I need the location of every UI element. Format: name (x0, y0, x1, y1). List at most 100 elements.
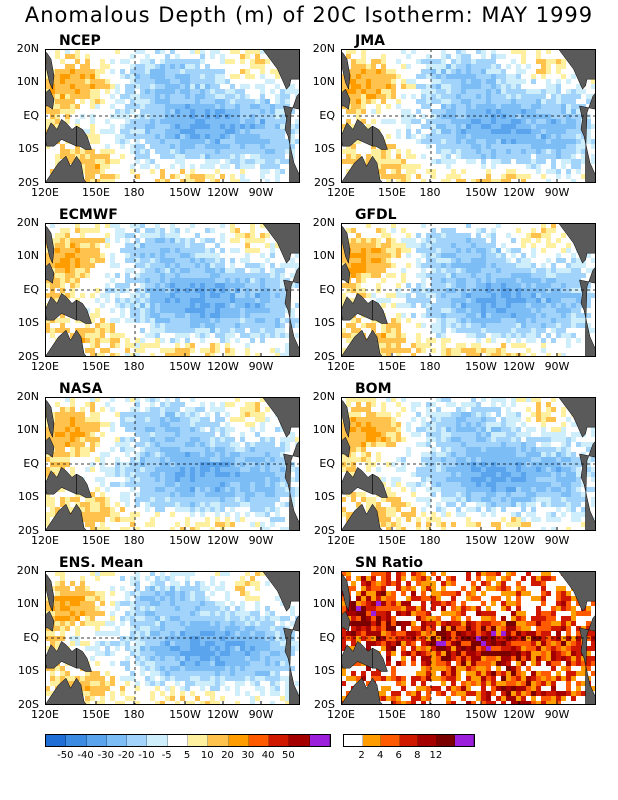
heatmap-cell (546, 144, 551, 149)
heatmap-cell (260, 159, 265, 164)
heatmap-cell (215, 139, 220, 144)
heatmap-cell (200, 89, 205, 94)
heatmap-cell (165, 502, 170, 507)
heatmap-cell (456, 313, 461, 318)
heatmap-cell (426, 253, 431, 258)
heatmap-cell (526, 308, 531, 313)
heatmap-cell (351, 243, 356, 248)
heatmap-cell (290, 437, 295, 442)
heatmap-cell (536, 54, 541, 59)
heatmap-cell (245, 179, 250, 183)
heatmap-cell (361, 273, 366, 278)
heatmap-cell (451, 258, 456, 263)
heatmap-cell (125, 94, 130, 99)
heatmap-cell (501, 273, 506, 278)
heatmap-cell (95, 238, 100, 243)
heatmap-cell (45, 74, 50, 79)
heatmap-cell (200, 502, 205, 507)
heatmap-cell (255, 54, 260, 59)
heatmap-cell (225, 467, 230, 472)
heatmap-cell (185, 273, 190, 278)
heatmap-cell (270, 298, 275, 303)
heatmap-cell (571, 139, 576, 144)
heatmap-cell (205, 104, 210, 109)
heatmap-cell (566, 99, 571, 104)
heatmap-cell (531, 139, 536, 144)
heatmap-cell (135, 99, 140, 104)
heatmap-cell (476, 273, 481, 278)
heatmap-cell (80, 338, 85, 343)
heatmap-cell (180, 298, 185, 303)
heatmap-cell (210, 258, 215, 263)
heatmap-cell (140, 318, 145, 323)
heatmap-cell (351, 298, 356, 303)
heatmap-cell (90, 412, 95, 417)
heatmap-cell (265, 442, 270, 447)
heatmap-cell (275, 164, 280, 169)
heatmap-cell (471, 179, 476, 183)
heatmap-cell (546, 109, 551, 114)
heatmap-cell (270, 497, 275, 502)
heatmap-cell (175, 99, 180, 104)
heatmap-cell (556, 253, 561, 258)
heatmap-cell (426, 298, 431, 303)
heatmap-cell (200, 268, 205, 273)
heatmap-cell (416, 333, 421, 338)
heatmap-cell (230, 134, 235, 139)
heatmap-cell (506, 233, 511, 238)
heatmap-cell (456, 263, 461, 268)
heatmap-cell (436, 64, 441, 69)
heatmap-cell (210, 283, 215, 288)
heatmap-cell (521, 114, 526, 119)
heatmap-cell (270, 144, 275, 149)
heatmap-cell (496, 333, 501, 338)
heatmap-cell (406, 164, 411, 169)
heatmap-cell (456, 348, 461, 353)
heatmap-cell (401, 49, 406, 54)
heatmap-cell (175, 119, 180, 124)
heatmap-cell (150, 472, 155, 477)
heatmap-cell (265, 139, 270, 144)
heatmap-cell (165, 318, 170, 323)
heatmap-cell (295, 124, 300, 129)
heatmap-cell (180, 114, 185, 119)
heatmap-cell (160, 323, 165, 328)
heatmap-cell (235, 467, 240, 472)
heatmap-cell (391, 273, 396, 278)
heatmap-cell (280, 313, 285, 318)
heatmap-cell (366, 243, 371, 248)
heatmap-cell (431, 253, 436, 258)
heatmap-cell (140, 278, 145, 283)
heatmap-cell (225, 154, 230, 159)
heatmap-cell (441, 129, 446, 134)
heatmap-cell (220, 303, 225, 308)
heatmap-cell (396, 293, 401, 298)
heatmap-cell (185, 477, 190, 482)
heatmap-cell (125, 482, 130, 487)
heatmap-cell (195, 139, 200, 144)
heatmap-cell (486, 104, 491, 109)
heatmap-cell (195, 323, 200, 328)
heatmap-cell (471, 129, 476, 134)
heatmap-cell (205, 139, 210, 144)
heatmap-cell (250, 114, 255, 119)
heatmap-cell (125, 248, 130, 253)
land-mass (342, 51, 351, 91)
heatmap-cell (526, 129, 531, 134)
heatmap-cell (190, 527, 195, 531)
heatmap-cell (125, 273, 130, 278)
heatmap-cell (466, 323, 471, 328)
heatmap-cell (411, 298, 416, 303)
heatmap-cell (155, 253, 160, 258)
heatmap-cell (155, 442, 160, 447)
heatmap-cell (341, 333, 346, 338)
heatmap-cell (531, 114, 536, 119)
heatmap-cell (120, 228, 125, 233)
heatmap-cell (80, 159, 85, 164)
heatmap-cell (250, 477, 255, 482)
heatmap-cell (200, 49, 205, 54)
heatmap-cell (235, 517, 240, 522)
heatmap-cell (290, 84, 295, 89)
heatmap-cell (180, 139, 185, 144)
heatmap-cell (481, 283, 486, 288)
